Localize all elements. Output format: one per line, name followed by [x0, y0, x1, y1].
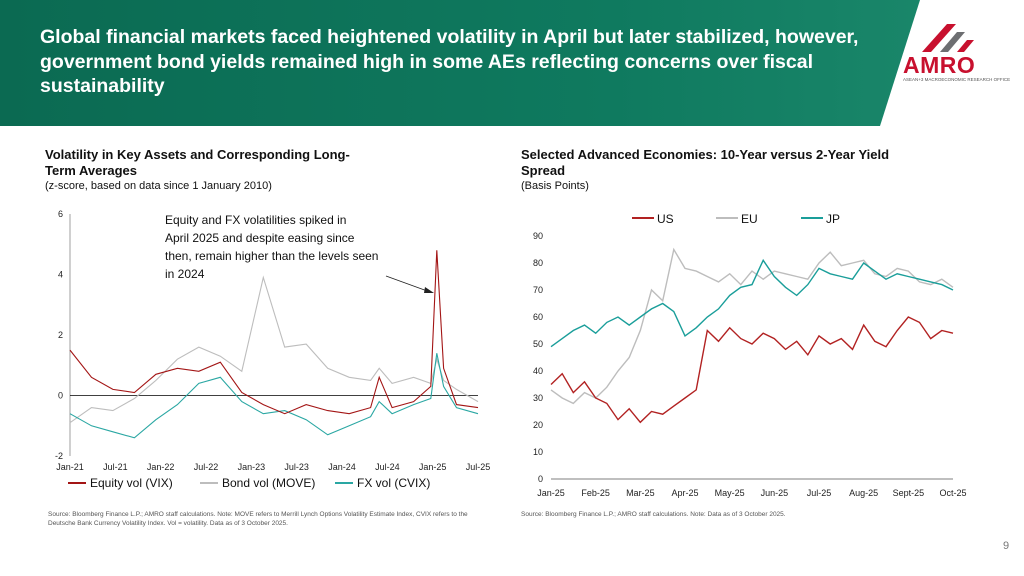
series-line — [550, 247, 954, 405]
x-tick-label: Sept-25 — [893, 488, 925, 498]
series-line — [550, 316, 954, 424]
volatility-chart: -2 0 2 4 6 Jan-21 Jul-21 Jan-22 Jul-22 Jan-23 Jul-… — [55, 209, 491, 490]
x-tick-label: Jan-21 — [56, 462, 84, 472]
legend-label: Bond vol (MOVE) — [222, 476, 315, 490]
x-tick-label: Jun-25 — [761, 488, 789, 498]
legend-label: EU — [741, 212, 758, 226]
x-tick-label: Jul-25 — [807, 488, 832, 498]
x-tick-label: Jul-23 — [284, 462, 309, 472]
x-tick-label: Jul-21 — [103, 462, 128, 472]
page-title: Global financial markets faced heightene… — [40, 26, 859, 97]
x-tick-label: Jan-24 — [328, 462, 356, 472]
legend-label: JP — [826, 212, 840, 226]
logo-text: AMRO — [903, 52, 976, 78]
x-tick-label: Jan-23 — [238, 462, 266, 472]
y-tick-label: 0 — [538, 474, 543, 484]
left-chart-subtitle: (z-score, based on data since 1 January … — [45, 180, 272, 192]
legend-label: US — [657, 212, 674, 226]
annotation-arrow — [385, 275, 431, 293]
y-tick-label: 30 — [533, 393, 543, 403]
right-chart-title: Selected Advanced Economies: 10-Year ver… — [521, 147, 890, 178]
y-tick-label: 20 — [533, 420, 543, 430]
y-tick-label: 50 — [533, 339, 543, 349]
series-line — [69, 250, 479, 415]
x-tick-label: Apr-25 — [671, 488, 698, 498]
x-tick-label: May-25 — [715, 488, 745, 498]
logo-mark-icon — [922, 24, 974, 52]
x-tick-label: Oct-25 — [939, 488, 966, 498]
y-tick-label: 4 — [58, 270, 63, 280]
legend-label: Equity vol (VIX) — [90, 476, 173, 490]
logo-subtext: ASEAN+3 MACROECONOMIC RESEARCH OFFICE — [903, 77, 1011, 82]
annotation-arrowhead — [424, 287, 434, 293]
y-tick-label: 2 — [58, 330, 63, 340]
x-tick-label: Mar-25 — [626, 488, 655, 498]
yield-spread-chart: 0 10 20 30 40 50 60 70 80 90 Jan-25 Feb-25 Mar-25 Apr… — [533, 212, 967, 498]
y-tick-label: 40 — [533, 366, 543, 376]
right-chart-subtitle: (Basis Points) — [521, 180, 589, 192]
series-line — [69, 353, 479, 439]
x-tick-label: Feb-25 — [581, 488, 610, 498]
x-tick-label: Aug-25 — [849, 488, 878, 498]
y-tick-label: 10 — [533, 447, 543, 457]
series-line — [550, 258, 954, 348]
x-tick-label: Jul-22 — [194, 462, 219, 472]
x-tick-label: Jan-25 — [419, 462, 447, 472]
page-number: 9 — [1003, 540, 1010, 552]
left-chart-title: Volatility in Key Assets and Correspondi… — [45, 147, 350, 178]
x-tick-label: Jan-25 — [537, 488, 565, 498]
y-tick-label: 90 — [533, 231, 543, 241]
y-tick-label: 0 — [58, 391, 63, 401]
x-tick-label: Jul-24 — [375, 462, 400, 472]
series-line — [69, 275, 479, 424]
left-footnote: Source: Bloomberg Finance L.P.; AMRO sta… — [48, 511, 468, 527]
x-tick-label: Jul-25 — [466, 462, 491, 472]
x-tick-label: Jan-22 — [147, 462, 175, 472]
y-tick-label: 60 — [533, 312, 543, 322]
y-tick-label: 70 — [533, 285, 543, 295]
annotation-text: Equity and FX volatilities spiked in Apri… — [165, 213, 378, 281]
legend-label: FX vol (CVIX) — [357, 476, 430, 490]
y-tick-label: -2 — [55, 451, 63, 461]
y-tick-label: 80 — [533, 258, 543, 268]
right-footnote: Source: Bloomberg Finance L.P.; AMRO sta… — [521, 511, 786, 518]
header-banner — [0, 0, 1024, 126]
y-tick-label: 6 — [58, 209, 63, 219]
